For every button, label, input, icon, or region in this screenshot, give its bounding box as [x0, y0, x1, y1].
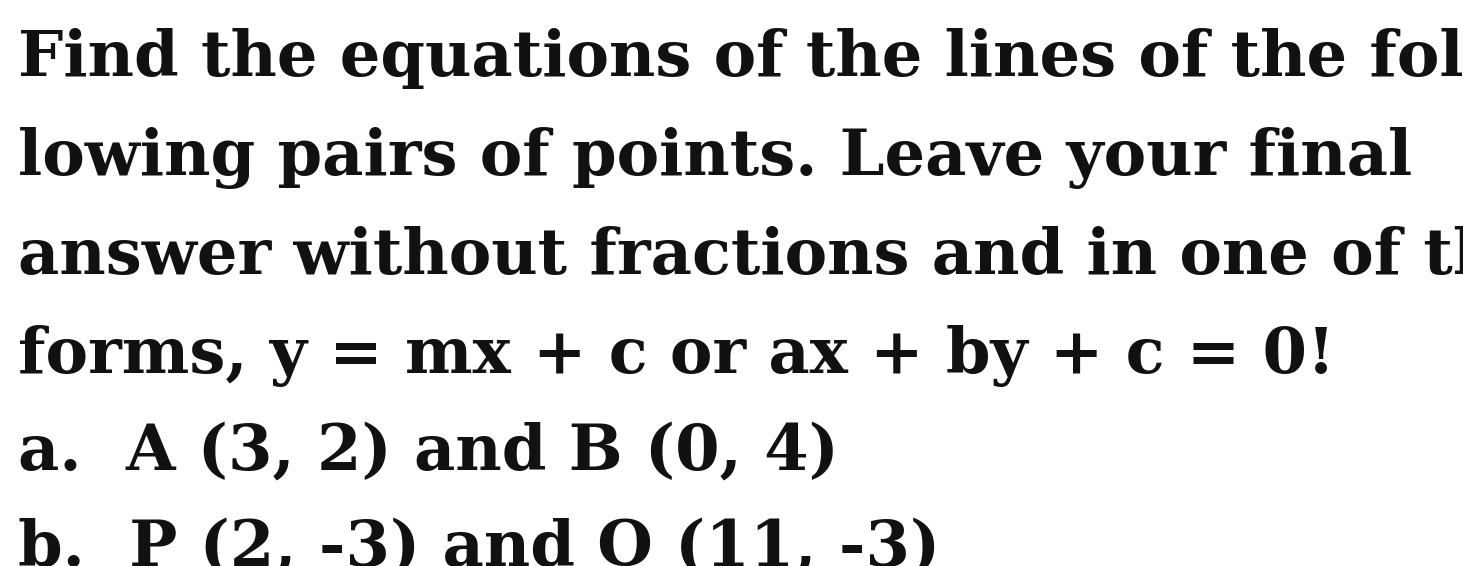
Text: lowing pairs of points. Leave your final: lowing pairs of points. Leave your final: [18, 127, 1412, 190]
Text: answer without fractions and in one of the: answer without fractions and in one of t…: [18, 226, 1463, 288]
Text: forms, y = mx + c or ax + by + c = 0!: forms, y = mx + c or ax + by + c = 0!: [18, 325, 1334, 388]
Text: Find the equations of the lines of the fol-: Find the equations of the lines of the f…: [18, 28, 1463, 89]
Text: a.  A (3, 2) and B (0, 4): a. A (3, 2) and B (0, 4): [18, 422, 838, 483]
Text: b.  P (2, -3) and Q (11, -3): b. P (2, -3) and Q (11, -3): [18, 518, 939, 566]
